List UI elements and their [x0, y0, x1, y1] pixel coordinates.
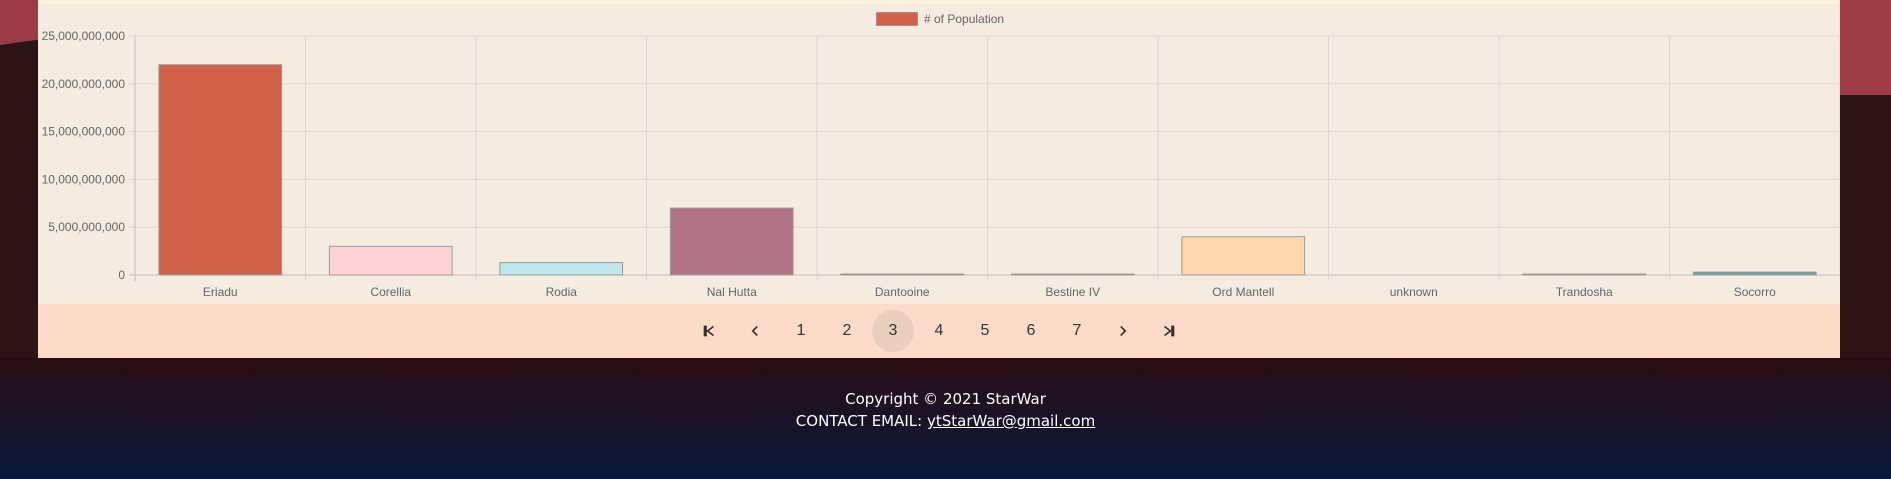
contact-label: CONTACT EMAIL:: [795, 412, 927, 430]
bar-socorro: [1692, 271, 1817, 276]
y-tick-label: 25,000,000,000: [42, 29, 126, 43]
page-7-button[interactable]: 7: [1072, 322, 1082, 339]
y-tick-label: 10,000,000,000: [42, 172, 126, 186]
chart-panel: # of Population 0 5,000,000,000 10,000,000…: [38, 0, 1840, 358]
previous-page-button[interactable]: [732, 310, 778, 352]
bar-trandosha: [1522, 273, 1647, 276]
chart-legend[interactable]: # of Population: [876, 12, 1004, 26]
x-tick-label: Trandosha: [1556, 285, 1613, 299]
x-tick-label: unknown: [1390, 285, 1438, 299]
page-5-button[interactable]: 5: [980, 322, 990, 339]
bar-bestine-iv: [1010, 273, 1135, 276]
x-tick-label: Dantooine: [875, 285, 930, 299]
legend-label: # of Population: [924, 12, 1005, 26]
bar-rodia: [499, 262, 624, 276]
bar-ord-mantell: [1181, 236, 1306, 276]
x-tick-label: Socorro: [1734, 285, 1776, 299]
last-page-button[interactable]: [1146, 310, 1192, 352]
panel-top-border: [38, 0, 1840, 4]
page-3-button[interactable]: 3: [872, 310, 914, 352]
x-tick-label: Ord Mantell: [1212, 285, 1274, 299]
x-tick-label: Eriadu: [203, 285, 238, 299]
page-2-button[interactable]: 2: [842, 322, 852, 339]
contact-line: CONTACT EMAIL: ytStarWar@gmail.com: [0, 412, 1891, 430]
bar-eriadu: [158, 64, 283, 276]
next-page-button[interactable]: [1100, 310, 1146, 352]
y-tick-label: 20,000,000,000: [42, 77, 126, 91]
page-number-list: 1 2 3 4 5 6 7: [778, 310, 1100, 352]
legend-swatch: [876, 12, 918, 26]
background-accent-right: [1831, 0, 1891, 95]
page-6-button[interactable]: 6: [1026, 322, 1036, 339]
contact-email-link[interactable]: ytStarWar@gmail.com: [926, 412, 1096, 430]
chevron-right-icon: [1120, 325, 1127, 337]
first-page-icon: [703, 325, 714, 337]
first-page-button[interactable]: [686, 310, 732, 352]
y-tick-label: 5,000,000,000: [48, 220, 125, 234]
bar-dantooine: [840, 273, 965, 276]
footer: Copyright © 2021 StarWar CONTACT EMAIL: …: [0, 358, 1891, 479]
page-4-button[interactable]: 4: [934, 322, 944, 339]
chevron-left-icon: [751, 325, 758, 337]
page-1-button[interactable]: 1: [796, 322, 806, 339]
pagination: 1 2 3 4 5 6 7: [38, 304, 1840, 358]
copyright-text: Copyright © 2021 StarWar: [845, 390, 1046, 408]
x-tick-label: Bestine IV: [1045, 285, 1100, 299]
y-tick-label: 15,000,000,000: [42, 125, 126, 139]
population-bar-chart: 0 5,000,000,000 10,000,000,000 15,000,000,0…: [42, 29, 1840, 299]
x-tick-label: Corellia: [370, 285, 411, 299]
y-tick-label: 0: [118, 268, 125, 282]
x-tick-label: Rodia: [546, 285, 578, 299]
x-tick-label: Nal Hutta: [707, 285, 757, 299]
last-page-icon: [1164, 325, 1175, 337]
bar-nal-hutta: [669, 207, 794, 276]
bar-corellia: [328, 245, 453, 276]
